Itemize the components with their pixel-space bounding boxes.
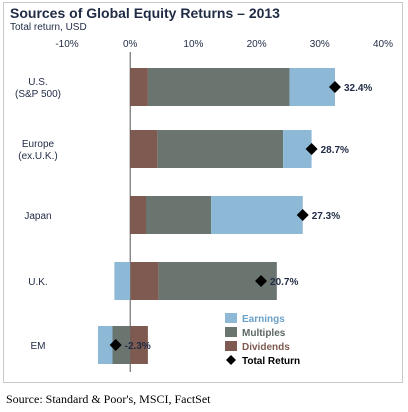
bar-dividends [130, 130, 158, 168]
legend-swatch-dividends [225, 341, 237, 351]
x-tick-label: 10% [183, 39, 203, 50]
legend-label: Multiples [242, 328, 286, 339]
total-return-label: -2.3% [125, 341, 151, 352]
total-return-label: 32.4% [344, 83, 372, 94]
total-return-marker [109, 339, 122, 351]
x-tick-label: 40% [373, 39, 393, 50]
bar-dividends [130, 196, 146, 234]
category-label: (S&P 500) [15, 89, 61, 100]
legend-swatch-earnings [225, 313, 237, 323]
bar-multiples [146, 196, 212, 234]
total-return-label: 28.7% [321, 145, 349, 156]
chart-subtitle: Total return, USD [10, 22, 87, 33]
total-return-marker [296, 209, 309, 221]
total-return-label: 27.3% [312, 211, 340, 222]
legend-swatch-multiples [225, 327, 237, 337]
x-tick-label: 30% [310, 39, 330, 50]
legend-label: Earnings [242, 314, 285, 325]
bar-dividends [130, 68, 148, 106]
x-tick-label: -10% [55, 39, 78, 50]
chart-frame [3, 2, 403, 383]
category-label: Europe [22, 139, 55, 150]
x-tick-label: 0% [123, 39, 138, 50]
bar-dividends [130, 262, 159, 300]
bar-earnings [211, 196, 303, 234]
total-return-marker [328, 81, 341, 93]
category-label: Japan [24, 211, 51, 222]
legend-label: Dividends [242, 342, 290, 353]
total-return-label: 20.7% [270, 277, 298, 288]
chart-title: Sources of Global Equity Returns – 2013 [10, 5, 280, 21]
category-label: U.S. [28, 77, 47, 88]
bar-multiples [157, 130, 284, 168]
legend-marker-total-return [226, 355, 236, 365]
x-tick-label: 20% [247, 39, 267, 50]
category-label: U.K. [28, 277, 47, 288]
legend-label: Total Return [242, 356, 300, 367]
bar-earnings [97, 326, 113, 364]
bar-earnings [289, 68, 335, 106]
category-label: EM [31, 341, 46, 352]
equity-returns-chart: -10% 0% 10% 20% 30% 40% U.S.(S&P 500) Europe(ex… [15, 39, 393, 372]
total-return-marker [255, 275, 268, 287]
category-label: (ex.U.K.) [18, 151, 57, 162]
total-return-marker [305, 143, 318, 155]
bar-earnings [114, 262, 131, 300]
source-note: Source: Standard & Poor's, MSCI, FactSet [6, 392, 211, 406]
bar-multiples [147, 68, 290, 106]
bar-dividends [130, 326, 148, 364]
